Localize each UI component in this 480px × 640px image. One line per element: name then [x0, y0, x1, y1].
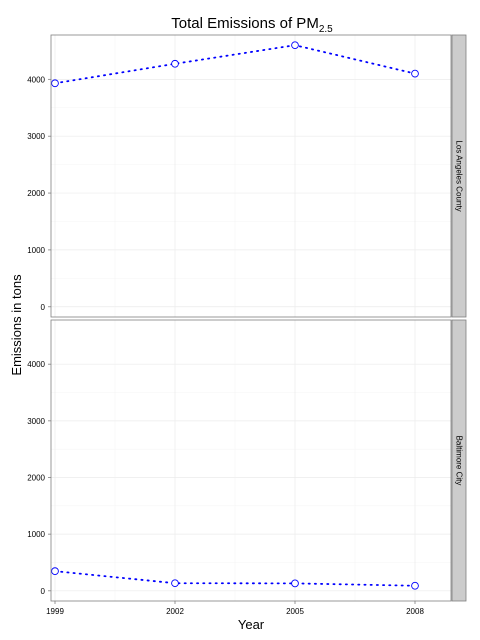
- chart-title-subscript: 2.5: [319, 24, 333, 35]
- y-tick-label: 1000: [27, 246, 45, 255]
- data-point: [291, 41, 299, 50]
- panel-2: 0 1000 2000 3000 4000 Baltimore City: [27, 319, 467, 602]
- y-tick-label: 4000: [27, 360, 45, 369]
- x-tick-label: 2008: [406, 607, 424, 616]
- data-point: [51, 567, 59, 575]
- y-tick-label: 3000: [27, 132, 45, 141]
- facet-strip: [451, 319, 467, 602]
- y-axis-title: Emissions in tons: [9, 274, 24, 376]
- x-axis-title: Year: [238, 617, 265, 632]
- y-tick-label: 1000: [27, 530, 45, 539]
- y-tick-label: 2000: [27, 473, 45, 482]
- panel-background: [51, 320, 451, 601]
- series-line: [54, 44, 416, 85]
- y-tick-label: 3000: [27, 417, 45, 426]
- panel-border: [50, 319, 452, 602]
- panel-background: [51, 35, 451, 317]
- x-tick-label: 1999: [46, 607, 64, 616]
- data-point: [171, 59, 179, 68]
- y-tick-label: 2000: [27, 189, 45, 198]
- data-point: [411, 581, 419, 590]
- x-tick-label: 2002: [166, 607, 184, 616]
- chart-title-main: Total Emissions of PM: [171, 15, 319, 32]
- data-point: [51, 79, 59, 88]
- facet-strip-label: Baltimore City: [455, 436, 464, 486]
- x-tick-label: 2005: [286, 607, 304, 616]
- y-tick-label: 4000: [27, 75, 45, 84]
- facet-strip: [451, 34, 467, 318]
- y-tick-label: 0: [41, 587, 46, 596]
- facet-strip-label: Los Angeles County: [455, 140, 464, 211]
- data-point: [291, 579, 299, 588]
- series-line: [54, 570, 416, 587]
- panels-layer: 0 1000 2000 3000 4000 Los Angeles County 0 1000…: [27, 34, 467, 602]
- panel-1: 0 1000 2000 3000 4000 Los Angeles County: [27, 34, 467, 318]
- data-point: [411, 69, 419, 78]
- x-axis: 1999 2002 2005 2008: [46, 601, 424, 616]
- panel-border: [50, 34, 452, 318]
- data-point: [171, 579, 179, 588]
- chart-title: Total Emissions of PM2.5: [171, 15, 333, 35]
- y-tick-label: 0: [41, 303, 46, 312]
